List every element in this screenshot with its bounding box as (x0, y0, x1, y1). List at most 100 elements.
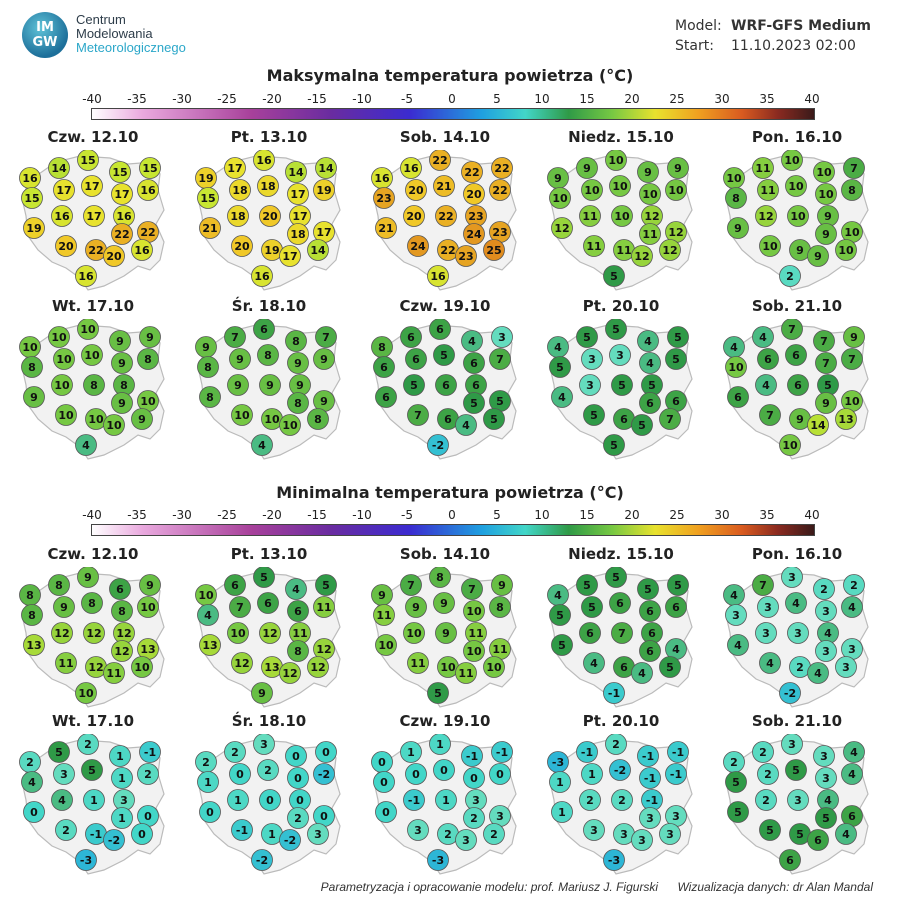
station-circle (483, 408, 505, 430)
station-marker: 19 (195, 167, 217, 189)
station-temperature: 13 (26, 639, 41, 652)
forecast-panel: Czw. 12.10 14 15 15 15 16 17 17 17 16 15 16 17 16 19 20… (18, 128, 188, 308)
station-marker: 4 (785, 592, 807, 614)
station-temperature: 3 (666, 828, 674, 841)
panel-date: Sob. 14.10 (399, 128, 491, 146)
station-temperature: 4 (759, 331, 767, 344)
station-marker: 9 (287, 352, 309, 374)
station-marker: -1 (637, 745, 659, 767)
station-circle (197, 356, 219, 378)
station-temperature: 4 (554, 589, 562, 602)
station-marker: 8 (725, 187, 747, 209)
panel-date: Sob. 14.10 (399, 545, 491, 563)
station-temperature: 9 (412, 601, 420, 614)
station-temperature: 11 (58, 657, 73, 670)
station-marker: 9 (405, 596, 427, 618)
station-marker: -2 (779, 682, 801, 704)
station-marker: 0 (131, 823, 153, 845)
station-temperature: 11 (468, 627, 483, 640)
panel-date: Pt. 13.10 (230, 545, 308, 563)
station-temperature: -3 (432, 854, 444, 867)
station-marker: 8 (137, 348, 159, 370)
logo-badge-top: IM (36, 20, 54, 35)
station-marker: 3 (407, 819, 429, 841)
station-temperature: 12 (554, 222, 569, 235)
station-temperature: 14 (51, 162, 67, 175)
station-marker: 11 (407, 652, 429, 674)
station-marker: 10 (81, 344, 103, 366)
station-marker: -3 (75, 849, 97, 871)
station-circle (841, 179, 863, 201)
station-circle (111, 600, 133, 622)
station-marker: 10 (403, 622, 425, 644)
station-temperature: 10 (788, 180, 804, 193)
station-temperature: 7 (822, 357, 830, 370)
station-marker: 8 (257, 344, 279, 366)
station-marker: 11 (373, 604, 395, 626)
min-scale-ticks: -40 -35 -30 -25 -20 -15 -10 -5 0 5 10 15 20 25 30 35 40 (0, 508, 900, 522)
station-circle (139, 326, 161, 348)
station-temperature: 11 (586, 240, 601, 253)
station-temperature: 5 (583, 331, 591, 344)
station-temperature: 5 (410, 379, 418, 392)
station-marker: 7 (815, 352, 837, 374)
station-temperature: 5 (638, 419, 646, 432)
station-circle (463, 392, 485, 414)
station-circle (103, 829, 125, 851)
station-marker: 8 (287, 640, 309, 662)
station-circle (55, 652, 77, 674)
station-circle (313, 179, 335, 201)
station-circle (755, 789, 777, 811)
station-circle (285, 578, 307, 600)
station-marker: 0 (315, 741, 337, 763)
station-marker: 12 (279, 662, 301, 684)
station-marker: 14 (315, 157, 337, 179)
station-marker: 12 (551, 217, 573, 239)
station-temperature: 0 (382, 806, 390, 819)
station-circle (403, 622, 425, 644)
station-temperature: 9 (138, 413, 146, 426)
station-circle (373, 604, 395, 626)
logo-badge-bottom: GW (32, 35, 58, 50)
scale-tick-label: 40 (804, 92, 820, 106)
forecast-panel: Śr. 18.10 7 6 8 7 9 9 8 9 9 8 9 9 9 8 10 10 8 9 10 8 4 (194, 297, 364, 477)
station-temperature: 4 (762, 379, 770, 392)
station-marker: 7 (759, 404, 781, 426)
station-circle (611, 622, 633, 644)
station-marker: 1 (429, 734, 451, 755)
station-circle (752, 326, 774, 348)
station-temperature: 10 (56, 353, 72, 366)
station-temperature: 6 (407, 331, 415, 344)
station-circle (835, 656, 857, 678)
station-circle (131, 408, 153, 430)
station-marker: 3 (253, 734, 275, 755)
station-marker: -1 (461, 745, 483, 767)
station-marker: 20 (103, 245, 125, 267)
station-circle (259, 789, 281, 811)
station-temperature: 6 (260, 323, 268, 336)
station-marker: 13 (261, 656, 283, 678)
station-circle (576, 574, 598, 596)
station-circle (631, 829, 653, 851)
station-temperature: 3 (794, 627, 802, 640)
station-marker: 2 (287, 807, 309, 829)
station-circle (755, 205, 777, 227)
forecast-panel: Pon. 16.10 11 10 10 7 10 11 10 10 8 8 12 10 9 9 10 9 9 10 9… (722, 128, 892, 308)
station-temperature: 11 (642, 228, 657, 241)
station-marker: 22 (429, 150, 451, 171)
station-temperature: 11 (410, 657, 425, 670)
station-temperature: 5 (558, 639, 566, 652)
station-temperature: 3 (586, 379, 594, 392)
station-marker: 10 (781, 150, 803, 171)
station-circle (637, 161, 659, 183)
station-temperature: 1 (268, 828, 276, 841)
station-circle (551, 386, 573, 408)
station-temperature: 11 (458, 667, 473, 680)
station-temperature: 2 (730, 756, 738, 769)
scale-tick-label: 20 (624, 92, 640, 106)
station-marker: 16 (427, 265, 449, 287)
station-circle (55, 819, 77, 841)
station-marker: 5 (727, 801, 749, 823)
station-circle (779, 682, 801, 704)
